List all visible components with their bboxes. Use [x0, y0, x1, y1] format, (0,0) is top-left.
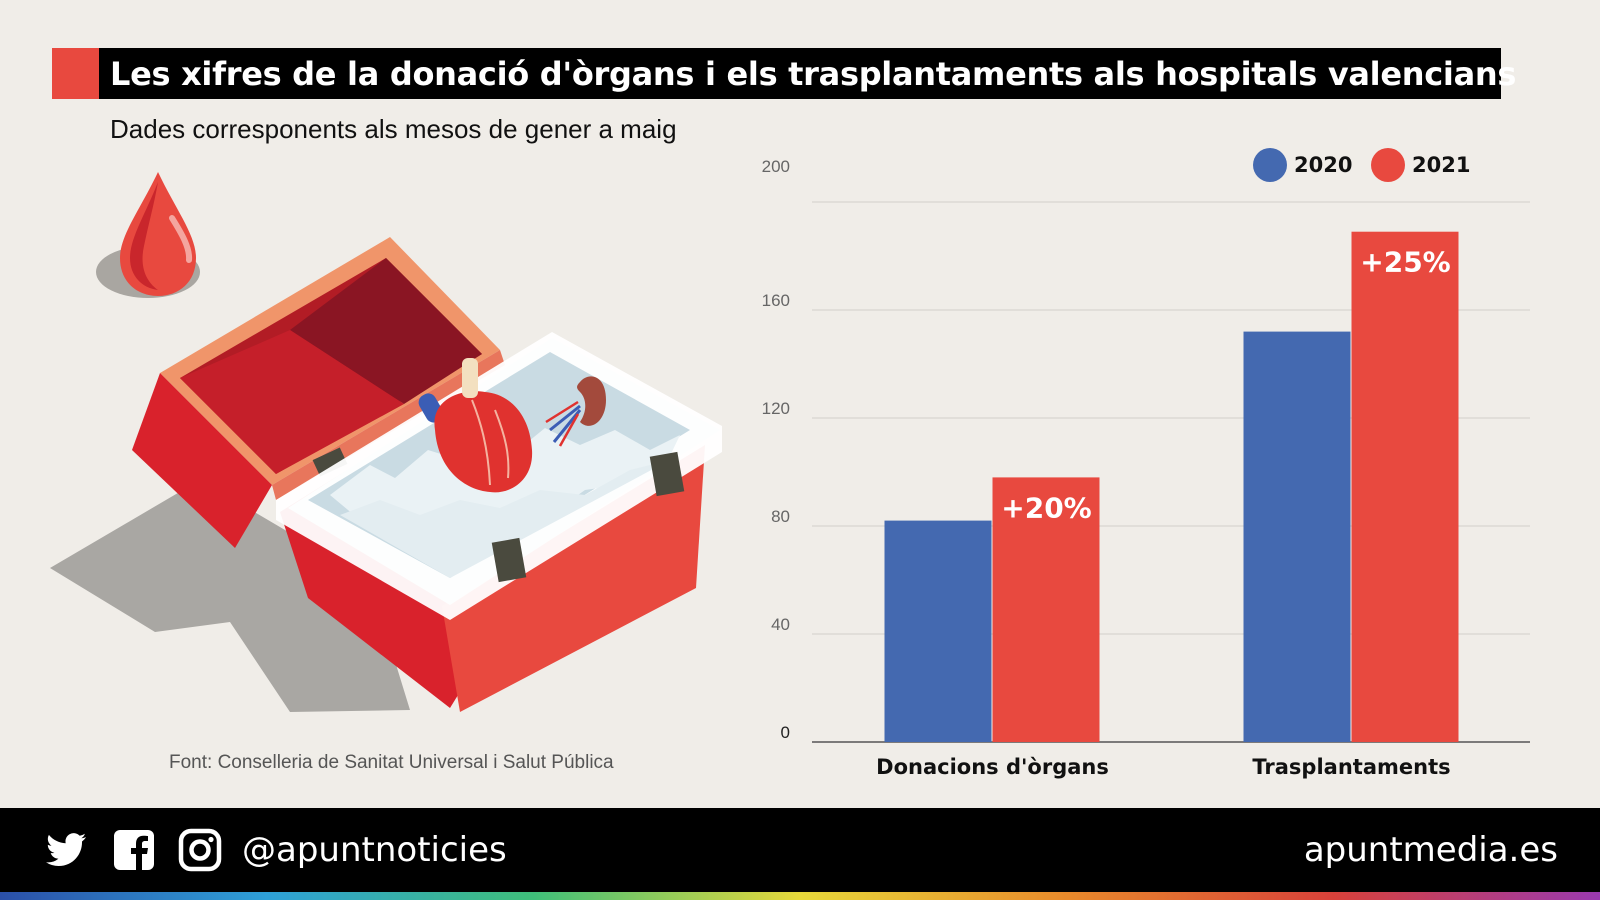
- bar-2020: [884, 520, 992, 742]
- x-tick-label: Donacions d'òrgans: [876, 755, 1109, 779]
- x-axis: Donacions d'òrgans Trasplantaments: [876, 755, 1450, 779]
- kidney-icon: [545, 376, 606, 447]
- y-axis: 0 40 80 120 160 200: [762, 157, 790, 742]
- twitter-icon[interactable]: [42, 826, 90, 874]
- legend-swatch: [1371, 148, 1405, 182]
- source-note: Font: Conselleria de Sanitat Universal i…: [169, 752, 614, 773]
- page-title: Les xifres de la donació d'òrgans i els …: [110, 55, 1517, 93]
- title-accent-block: [52, 48, 99, 99]
- illustration: [50, 172, 722, 712]
- bar-2021: [992, 477, 1100, 742]
- legend-label: 2021: [1412, 153, 1470, 177]
- instagram-icon[interactable]: [178, 826, 224, 874]
- bar-2021: [1351, 231, 1459, 742]
- bar-change-label: +20%: [1001, 491, 1091, 524]
- y-tick-label: 0: [781, 723, 790, 742]
- footer-rainbow-stripe: [0, 892, 1600, 900]
- bar-2020: [1243, 331, 1351, 742]
- footer-bar: [0, 808, 1600, 892]
- blood-drop-icon: [96, 172, 200, 298]
- box-shadow: [50, 480, 410, 712]
- legend-swatch: [1253, 148, 1287, 182]
- facebook-icon[interactable]: [112, 826, 156, 874]
- title-bar: [99, 48, 1501, 99]
- website-link[interactable]: apuntmedia.es: [1303, 830, 1558, 870]
- chart-legend: 2020 2021: [1253, 148, 1470, 182]
- social-handle[interactable]: @apuntnoticies: [242, 830, 507, 870]
- y-tick-label: 80: [771, 507, 790, 526]
- y-tick-label: 160: [762, 291, 790, 310]
- y-tick-label: 200: [762, 157, 790, 176]
- y-tick-label: 120: [762, 399, 790, 418]
- bar-change-label: +25%: [1360, 246, 1450, 279]
- heart-icon: [418, 358, 533, 493]
- organ-cooler-box-icon: [132, 237, 722, 712]
- x-tick-label: Trasplantaments: [1252, 755, 1450, 779]
- y-tick-label: 40: [771, 615, 790, 634]
- bar-chart: 0 40 80 120 160 200 +20% +25% Donacions d'òrga…: [762, 148, 1530, 779]
- bars: +20% +25%: [884, 231, 1459, 742]
- page-subtitle: Dades corresponents als mesos de gener a…: [110, 114, 677, 144]
- legend-label: 2020: [1294, 153, 1352, 177]
